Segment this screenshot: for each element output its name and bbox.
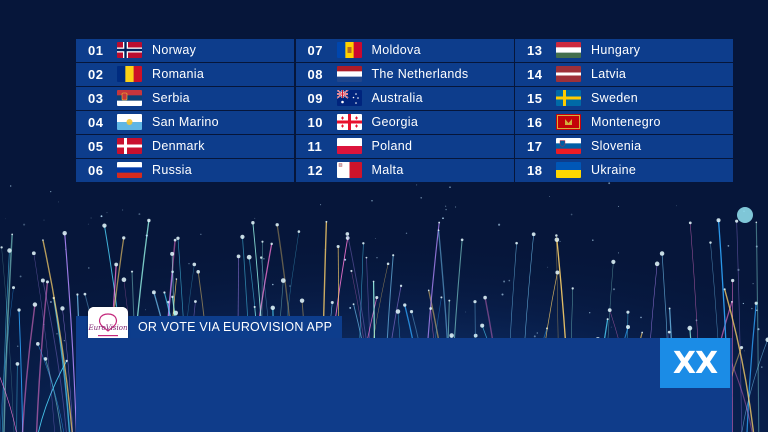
denmark-flag-icon — [117, 138, 142, 155]
scoreboard-row: 18 Ukraine — [515, 159, 733, 182]
rank-number: 03 — [88, 90, 104, 106]
scoreboard-row: 03 Serbia — [76, 87, 294, 110]
country-name: Australia — [371, 91, 423, 106]
montenegro-flag-icon — [556, 114, 581, 131]
russia-flag-icon — [117, 162, 142, 179]
norway-flag-icon — [117, 42, 142, 59]
rank-number: 14 — [527, 66, 543, 82]
country-name: Hungary — [591, 43, 641, 58]
poland-flag-icon — [336, 138, 362, 155]
country-name: Norway — [152, 43, 197, 58]
country-name: Serbia — [152, 91, 190, 106]
vote-via-app-banner: OR VOTE VIA EUROVISION APP — [76, 316, 342, 338]
malta-flag-icon — [336, 162, 362, 179]
score-badge: XX — [660, 338, 730, 388]
scoreboard-row: 08 The Netherlands — [295, 63, 514, 86]
scoreboard-row: 16 Montenegro — [515, 111, 733, 134]
country-name: San Marino — [152, 115, 219, 130]
ukraine-flag-icon — [556, 162, 581, 179]
rank-number: 08 — [307, 66, 323, 82]
scoreboard-row: 04 San Marino — [76, 111, 294, 134]
rank-number: 12 — [307, 162, 323, 178]
rank-number: 11 — [307, 138, 323, 154]
country-name: The Netherlands — [371, 67, 469, 82]
australia-flag-icon — [336, 90, 362, 107]
scoreboard-row: 01 Norway — [76, 39, 294, 62]
moldova-flag-icon — [336, 42, 362, 59]
rank-number: 06 — [88, 162, 104, 178]
san-marino-flag-icon — [117, 114, 142, 131]
country-name: Denmark — [152, 139, 205, 154]
scoreboard-row: 07 Moldova — [295, 39, 514, 62]
scoreboard-row: 05 Denmark — [76, 135, 294, 158]
country-name: Slovenia — [591, 139, 642, 154]
rank-number: 10 — [307, 114, 323, 130]
scoreboard-row: 09 Australia — [295, 87, 514, 110]
scoreboard-row: 14 Latvia — [515, 63, 733, 86]
country-name: Malta — [371, 163, 404, 178]
rank-number: 18 — [527, 162, 543, 178]
scoreboard-row: 15 Sweden — [515, 87, 733, 110]
scoreboard-grid: 01 Norway 07 Moldova 13 Hungary 02 Romania 08 The… — [76, 39, 733, 182]
vote-banner-text: OR VOTE VIA EUROVISION APP — [138, 320, 333, 334]
country-name: Russia — [152, 163, 193, 178]
country-name: Sweden — [591, 91, 638, 106]
serbia-flag-icon — [117, 90, 142, 107]
lower-panel — [76, 338, 732, 432]
rank-number: 13 — [527, 42, 543, 58]
scoreboard-row: 13 Hungary — [515, 39, 733, 62]
rank-number: 16 — [527, 114, 543, 130]
latvia-flag-icon — [556, 66, 581, 83]
scoreboard-row: 10 Georgia — [295, 111, 514, 134]
romania-flag-icon — [117, 66, 142, 83]
app-logo-text: EuroVision — [88, 324, 128, 332]
country-name: Georgia — [371, 115, 419, 130]
rank-number: 15 — [527, 90, 543, 106]
country-name: Poland — [371, 139, 413, 154]
country-name: Latvia — [591, 67, 627, 82]
country-name: Romania — [152, 67, 205, 82]
slovenia-flag-icon — [556, 138, 581, 155]
georgia-flag-icon — [336, 114, 362, 131]
score-badge-text: XX — [672, 345, 718, 381]
rank-number: 01 — [88, 42, 104, 58]
country-name: Ukraine — [591, 163, 637, 178]
rank-number: 17 — [527, 138, 543, 154]
country-name: Montenegro — [591, 115, 661, 130]
sweden-flag-icon — [556, 90, 581, 107]
country-name: Moldova — [371, 43, 421, 58]
rank-number: 02 — [88, 66, 104, 82]
rank-number: 05 — [88, 138, 104, 154]
scoreboard-row: 12 Malta — [295, 159, 514, 182]
rank-number: 04 — [88, 114, 104, 130]
rank-number: 07 — [307, 42, 323, 58]
hungary-flag-icon — [556, 42, 581, 59]
rank-number: 09 — [307, 90, 323, 106]
scoreboard-row: 06 Russia — [76, 159, 294, 182]
netherlands-flag-icon — [336, 66, 362, 83]
scoreboard-row: 11 Poland — [295, 135, 514, 158]
scoreboard-row: 17 Slovenia — [515, 135, 733, 158]
scoreboard-row: 02 Romania — [76, 63, 294, 86]
